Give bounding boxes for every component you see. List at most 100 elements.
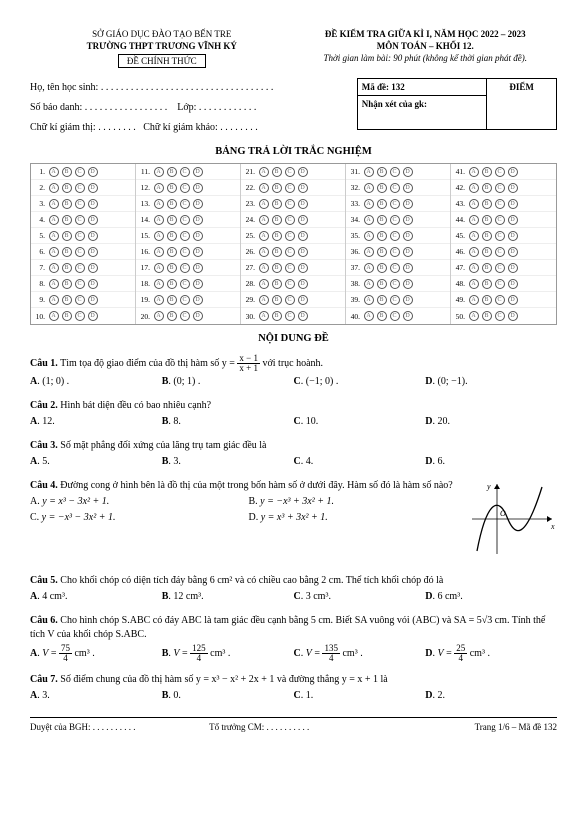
bubble-option[interactable]: B <box>377 199 387 209</box>
bubble-option[interactable]: C <box>285 231 295 241</box>
bubble-option[interactable]: B <box>482 199 492 209</box>
bubble-option[interactable]: C <box>285 199 295 209</box>
bubble-option[interactable]: B <box>272 263 282 273</box>
bubble-option[interactable]: B <box>272 167 282 177</box>
bubble-option[interactable]: A <box>259 279 269 289</box>
bubble-option[interactable]: A <box>259 215 269 225</box>
bubble-option[interactable]: D <box>403 215 413 225</box>
bubble-option[interactable]: D <box>508 247 518 257</box>
bubble-option[interactable]: A <box>364 263 374 273</box>
bubble-option[interactable]: C <box>495 167 505 177</box>
bubble-option[interactable]: B <box>167 311 177 321</box>
bubble-option[interactable]: D <box>403 167 413 177</box>
bubble-option[interactable]: A <box>259 295 269 305</box>
bubble-option[interactable]: D <box>508 167 518 177</box>
bubble-option[interactable]: A <box>259 231 269 241</box>
bubble-option[interactable]: A <box>469 279 479 289</box>
bubble-option[interactable]: B <box>62 263 72 273</box>
bubble-option[interactable]: A <box>364 215 374 225</box>
bubble-option[interactable]: B <box>482 295 492 305</box>
bubble-option[interactable]: B <box>167 279 177 289</box>
bubble-option[interactable]: A <box>259 167 269 177</box>
bubble-option[interactable]: D <box>298 263 308 273</box>
bubble-option[interactable]: D <box>193 279 203 289</box>
bubble-option[interactable]: D <box>193 231 203 241</box>
bubble-option[interactable]: B <box>272 295 282 305</box>
bubble-option[interactable]: B <box>167 247 177 257</box>
bubble-option[interactable]: D <box>508 263 518 273</box>
bubble-option[interactable]: B <box>482 231 492 241</box>
bubble-option[interactable]: B <box>377 295 387 305</box>
bubble-option[interactable]: B <box>377 311 387 321</box>
bubble-option[interactable]: D <box>193 311 203 321</box>
bubble-option[interactable]: A <box>364 279 374 289</box>
bubble-option[interactable]: A <box>259 247 269 257</box>
bubble-option[interactable]: B <box>167 295 177 305</box>
bubble-option[interactable]: C <box>180 247 190 257</box>
bubble-option[interactable]: C <box>180 183 190 193</box>
bubble-option[interactable]: B <box>167 263 177 273</box>
bubble-option[interactable]: B <box>62 167 72 177</box>
bubble-option[interactable]: C <box>390 295 400 305</box>
bubble-option[interactable]: D <box>508 183 518 193</box>
bubble-option[interactable]: C <box>180 199 190 209</box>
bubble-option[interactable]: A <box>154 183 164 193</box>
bubble-option[interactable]: C <box>285 311 295 321</box>
bubble-option[interactable]: D <box>88 311 98 321</box>
bubble-option[interactable]: A <box>259 263 269 273</box>
bubble-option[interactable]: A <box>154 199 164 209</box>
bubble-option[interactable]: B <box>482 279 492 289</box>
bubble-option[interactable]: D <box>193 167 203 177</box>
bubble-option[interactable]: A <box>364 199 374 209</box>
bubble-option[interactable]: C <box>75 295 85 305</box>
bubble-option[interactable]: D <box>88 279 98 289</box>
bubble-option[interactable]: C <box>75 199 85 209</box>
bubble-option[interactable]: B <box>62 295 72 305</box>
bubble-option[interactable]: B <box>272 279 282 289</box>
bubble-option[interactable]: C <box>75 263 85 273</box>
bubble-option[interactable]: A <box>469 311 479 321</box>
bubble-option[interactable]: B <box>482 215 492 225</box>
bubble-option[interactable]: A <box>364 167 374 177</box>
bubble-option[interactable]: D <box>193 247 203 257</box>
bubble-option[interactable]: A <box>469 231 479 241</box>
bubble-option[interactable]: C <box>75 311 85 321</box>
bubble-option[interactable]: C <box>180 311 190 321</box>
bubble-option[interactable]: B <box>167 183 177 193</box>
bubble-option[interactable]: C <box>495 199 505 209</box>
bubble-option[interactable]: A <box>49 295 59 305</box>
bubble-option[interactable]: A <box>469 199 479 209</box>
bubble-option[interactable]: B <box>272 183 282 193</box>
bubble-option[interactable]: D <box>508 231 518 241</box>
bubble-option[interactable]: B <box>482 183 492 193</box>
bubble-option[interactable]: D <box>193 263 203 273</box>
bubble-option[interactable]: A <box>469 247 479 257</box>
bubble-option[interactable]: C <box>285 295 295 305</box>
bubble-option[interactable]: D <box>298 311 308 321</box>
bubble-option[interactable]: C <box>495 183 505 193</box>
bubble-option[interactable]: B <box>482 311 492 321</box>
bubble-option[interactable]: B <box>377 167 387 177</box>
bubble-option[interactable]: A <box>49 183 59 193</box>
bubble-option[interactable]: D <box>403 263 413 273</box>
bubble-option[interactable]: A <box>364 231 374 241</box>
bubble-option[interactable]: A <box>469 263 479 273</box>
bubble-option[interactable]: B <box>482 167 492 177</box>
bubble-option[interactable]: C <box>180 167 190 177</box>
bubble-option[interactable]: C <box>75 247 85 257</box>
bubble-option[interactable]: C <box>75 231 85 241</box>
bubble-option[interactable]: B <box>62 279 72 289</box>
bubble-option[interactable]: C <box>285 279 295 289</box>
bubble-option[interactable]: A <box>469 183 479 193</box>
bubble-option[interactable]: B <box>62 215 72 225</box>
bubble-option[interactable]: D <box>88 167 98 177</box>
bubble-option[interactable]: C <box>285 215 295 225</box>
bubble-option[interactable]: A <box>259 199 269 209</box>
bubble-option[interactable]: D <box>403 183 413 193</box>
bubble-option[interactable]: C <box>390 263 400 273</box>
bubble-option[interactable]: C <box>495 311 505 321</box>
bubble-option[interactable]: C <box>285 247 295 257</box>
bubble-option[interactable]: D <box>403 247 413 257</box>
bubble-option[interactable]: C <box>180 279 190 289</box>
bubble-option[interactable]: D <box>88 263 98 273</box>
